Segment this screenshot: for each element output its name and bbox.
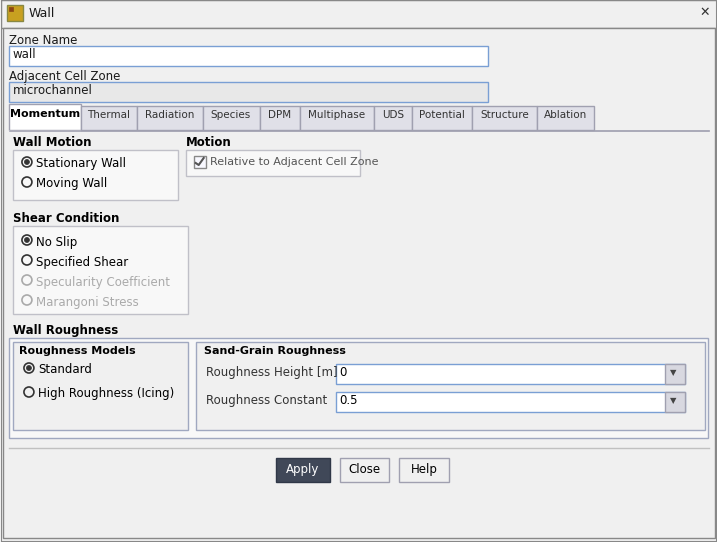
Bar: [374, 106, 412, 130]
Bar: [9, 46, 488, 66]
Text: No Slip: No Slip: [36, 236, 77, 249]
Text: Apply: Apply: [286, 463, 319, 476]
Text: Sand-Grain Roughness: Sand-Grain Roughness: [204, 346, 346, 356]
Text: Stationary Wall: Stationary Wall: [36, 157, 126, 170]
Text: Relative to Adjacent Cell Zone: Relative to Adjacent Cell Zone: [209, 157, 378, 167]
Bar: [9, 104, 81, 130]
Text: Roughness Models: Roughness Models: [19, 346, 136, 356]
Bar: [336, 364, 685, 384]
Text: Ablation: Ablation: [543, 110, 587, 120]
Text: Specified Shear: Specified Shear: [36, 256, 128, 269]
Bar: [203, 106, 260, 130]
Bar: [300, 106, 374, 130]
Bar: [81, 106, 137, 130]
Text: Wall Roughness: Wall Roughness: [13, 324, 118, 337]
Bar: [194, 156, 206, 168]
Bar: [137, 106, 203, 130]
Text: Motion: Motion: [186, 136, 232, 149]
Bar: [7, 5, 23, 21]
Text: DPM: DPM: [268, 110, 291, 120]
Text: Wall: Wall: [29, 7, 55, 20]
Bar: [1, 0, 717, 28]
Text: microchannel: microchannel: [13, 84, 92, 97]
Text: ▼: ▼: [670, 396, 677, 405]
Text: Adjacent Cell Zone: Adjacent Cell Zone: [9, 70, 120, 83]
Circle shape: [24, 159, 29, 165]
Bar: [9, 130, 81, 132]
Bar: [9, 338, 708, 438]
Bar: [412, 106, 473, 130]
Text: Thermal: Thermal: [87, 110, 130, 120]
Bar: [340, 458, 389, 482]
Bar: [665, 392, 685, 412]
Text: Specularity Coefficient: Specularity Coefficient: [36, 276, 170, 289]
Bar: [9, 130, 709, 131]
Bar: [275, 458, 330, 482]
Text: Radiation: Radiation: [145, 110, 194, 120]
Text: Multiphase: Multiphase: [308, 110, 365, 120]
Bar: [537, 106, 594, 130]
Bar: [260, 106, 300, 130]
Text: Moving Wall: Moving Wall: [36, 177, 107, 190]
Circle shape: [24, 237, 29, 242]
Text: wall: wall: [13, 48, 37, 61]
Circle shape: [27, 365, 32, 371]
Text: UDS: UDS: [382, 110, 404, 120]
Text: Standard: Standard: [38, 363, 92, 376]
Bar: [473, 106, 537, 130]
Bar: [13, 226, 188, 314]
Text: Help: Help: [411, 463, 438, 476]
Text: Marangoni Stress: Marangoni Stress: [36, 296, 138, 309]
Text: Structure: Structure: [480, 110, 528, 120]
Bar: [9, 7, 13, 11]
Bar: [13, 150, 178, 200]
Bar: [186, 150, 361, 176]
Text: Momentum: Momentum: [10, 109, 80, 119]
Bar: [13, 342, 188, 430]
Text: Shear Condition: Shear Condition: [13, 212, 119, 225]
Text: 0: 0: [340, 366, 347, 379]
Text: High Roughness (Icing): High Roughness (Icing): [38, 387, 174, 400]
Bar: [9, 82, 488, 102]
Text: Roughness Constant: Roughness Constant: [206, 394, 327, 407]
Text: Zone Name: Zone Name: [9, 34, 77, 47]
Text: 0.5: 0.5: [340, 394, 358, 407]
Bar: [399, 458, 450, 482]
Text: Wall Motion: Wall Motion: [13, 136, 92, 149]
Text: Potential: Potential: [419, 110, 465, 120]
Bar: [196, 342, 705, 430]
Text: ✕: ✕: [699, 6, 710, 19]
Bar: [665, 364, 685, 384]
Bar: [336, 392, 685, 412]
Text: Roughness Height [m]: Roughness Height [m]: [206, 366, 337, 379]
Text: Close: Close: [348, 463, 381, 476]
Text: Species: Species: [211, 110, 251, 120]
Text: ▼: ▼: [670, 368, 677, 377]
